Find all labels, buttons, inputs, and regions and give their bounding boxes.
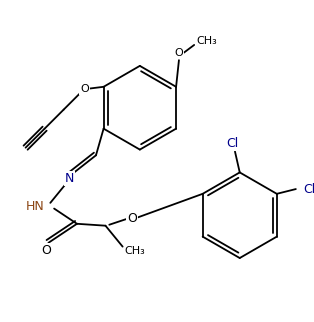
- Text: CH₃: CH₃: [196, 36, 217, 46]
- Text: HN: HN: [26, 200, 45, 213]
- Text: O: O: [175, 48, 183, 58]
- Text: O: O: [41, 244, 51, 257]
- Text: CH₃: CH₃: [125, 246, 145, 256]
- Text: Cl: Cl: [303, 183, 314, 195]
- Text: O: O: [80, 84, 89, 94]
- Text: Cl: Cl: [226, 137, 238, 150]
- Text: O: O: [127, 212, 137, 224]
- Text: N: N: [65, 172, 74, 185]
